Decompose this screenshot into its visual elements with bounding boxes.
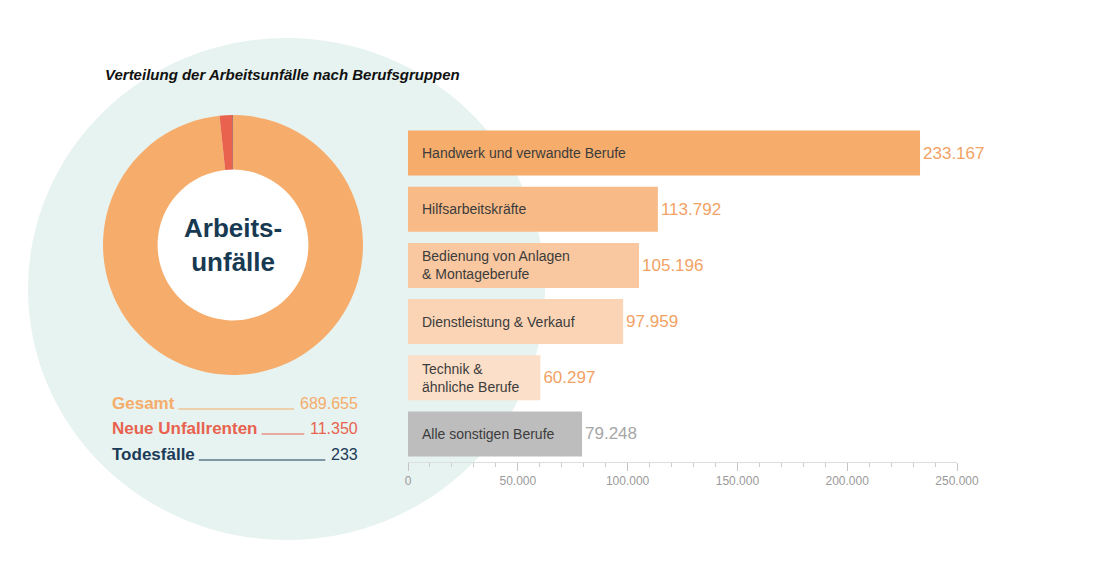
svg-text:79.248: 79.248 xyxy=(585,424,637,443)
svg-text:233: 233 xyxy=(331,446,358,463)
svg-text:200.000: 200.000 xyxy=(826,474,870,488)
svg-text:97.959: 97.959 xyxy=(626,312,678,331)
svg-text:Alle sonstigen Berufe: Alle sonstigen Berufe xyxy=(422,426,555,442)
svg-text:Arbeits-unfälle: Arbeits-unfälle xyxy=(184,213,282,277)
svg-text:233.167: 233.167 xyxy=(923,144,984,163)
svg-text:113.792: 113.792 xyxy=(661,200,721,219)
svg-text:150.000: 150.000 xyxy=(716,474,760,488)
svg-text:689.655: 689.655 xyxy=(300,395,358,412)
svg-text:250.000: 250.000 xyxy=(935,474,979,488)
svg-text:60.297: 60.297 xyxy=(543,368,595,387)
svg-text:Verteilung der Arbeitsunfälle: Verteilung der Arbeitsunfälle nach Beruf… xyxy=(105,66,460,83)
svg-text:100.000: 100.000 xyxy=(606,474,650,488)
svg-text:Technik &ähnliche Berufe: Technik &ähnliche Berufe xyxy=(422,361,520,395)
svg-text:0: 0 xyxy=(405,474,412,488)
svg-text:105.196: 105.196 xyxy=(642,256,703,275)
svg-text:Bedienung von Anlagen& Montage: Bedienung von Anlagen& Montageberufe xyxy=(422,248,570,282)
svg-text:Todesfälle: Todesfälle xyxy=(112,445,195,464)
svg-text:11.350: 11.350 xyxy=(310,420,358,437)
svg-text:Hilfsarbeitskräfte: Hilfsarbeitskräfte xyxy=(422,201,526,217)
svg-text:Gesamt: Gesamt xyxy=(112,394,175,413)
svg-text:50.000: 50.000 xyxy=(499,474,536,488)
svg-text:Dienstleistung & Verkauf: Dienstleistung & Verkauf xyxy=(422,314,575,330)
svg-text:Handwerk und verwandte Berufe: Handwerk und verwandte Berufe xyxy=(422,145,626,161)
svg-text:Neue Unfallrenten: Neue Unfallrenten xyxy=(112,419,257,438)
